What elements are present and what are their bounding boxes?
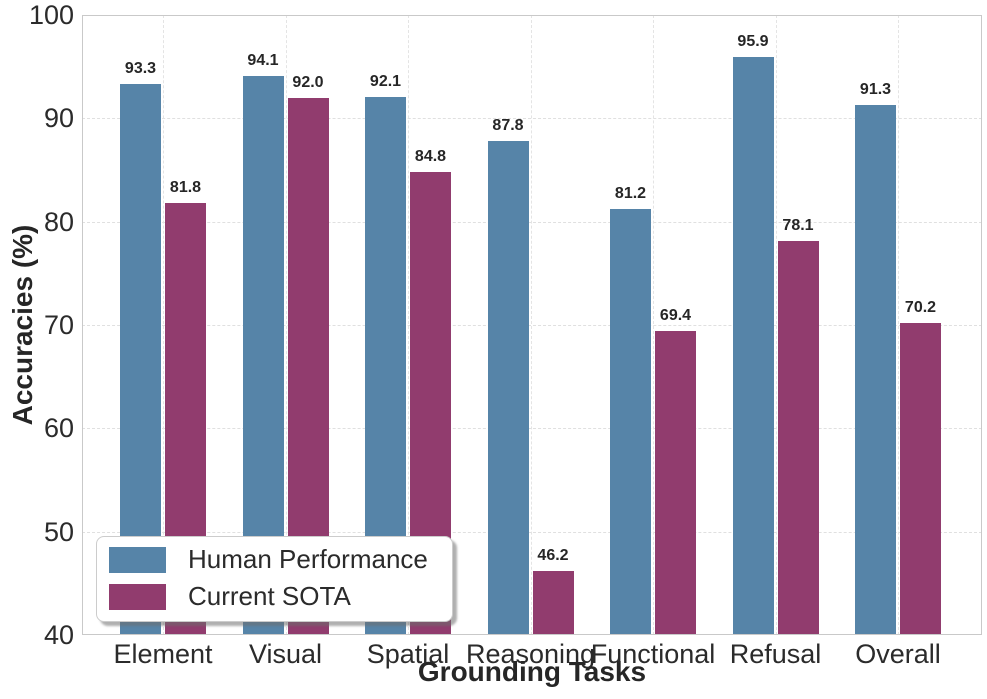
gridline-y-50 <box>82 531 982 533</box>
value-label-current-sota-overall: 70.2 <box>904 298 937 316</box>
value-label-human-performance-functional: 81.2 <box>614 185 647 203</box>
x-tick-overall: Overall <box>855 639 941 669</box>
x-tick-element: Element <box>113 639 213 669</box>
x-tick-functional: Functional <box>590 639 716 669</box>
y-tick-90: 90 <box>43 103 74 134</box>
legend-label-human-performance: Human Performance <box>188 544 428 574</box>
value-label-current-sota-spatial: 84.8 <box>414 148 447 166</box>
x-tick-reasoning: Reasoning <box>465 639 596 669</box>
y-tick-40: 40 <box>43 620 74 650</box>
gridline-x-overall <box>898 15 899 635</box>
legend-label-current-sota: Current SOTA <box>188 581 351 611</box>
gridline-x-spatial <box>408 15 409 635</box>
value-label-current-sota-visual: 92.0 <box>292 73 324 91</box>
bar-current-sota-functional <box>655 331 696 635</box>
gridline-y-70 <box>82 325 982 326</box>
gridline-x-refusal <box>775 15 777 635</box>
bar-human-performance-reasoning <box>487 141 529 635</box>
legend-swatch-icon-human-performance <box>109 546 166 573</box>
legend-swatch-icon-current-sota <box>109 583 166 610</box>
gridline-x-element <box>163 15 164 635</box>
bar-human-performance-overall <box>855 104 896 635</box>
legend: Human Performance Current SOTA <box>96 536 453 622</box>
y-tick-80: 80 <box>43 206 74 237</box>
gridline-y-100 <box>82 15 982 16</box>
gridline-y-60 <box>82 428 982 430</box>
value-label-human-performance-visual: 94.1 <box>247 51 279 69</box>
value-label-current-sota-reasoning: 46.2 <box>537 546 569 564</box>
value-label-current-sota-functional: 69.4 <box>659 307 692 325</box>
gridline-x-functional <box>653 15 654 635</box>
legend-item-human-performance: Human Performance <box>109 541 452 578</box>
y-tick-50: 50 <box>43 516 74 547</box>
y-tick-70: 70 <box>43 310 74 340</box>
value-label-current-sota-element: 81.8 <box>169 179 202 197</box>
value-label-human-performance-overall: 91.3 <box>859 80 892 98</box>
x-tick-visual: Visual <box>248 639 323 669</box>
value-label-human-performance-spatial: 92.1 <box>369 72 402 90</box>
value-label-human-performance-reasoning: 87.8 <box>492 117 524 135</box>
bar-current-sota-refusal <box>777 241 819 635</box>
gridline-x-reasoning <box>530 15 532 635</box>
legend-item-current-sota: Current SOTA <box>109 578 452 615</box>
value-label-current-sota-refusal: 78.1 <box>782 217 814 235</box>
gridline-x-visual <box>285 15 287 635</box>
gridline-y-80 <box>82 221 982 223</box>
bar-current-sota-reasoning <box>532 570 574 635</box>
value-label-human-performance-refusal: 95.9 <box>737 33 769 51</box>
gridline-y-90 <box>82 118 982 120</box>
bar-human-performance-functional <box>610 209 651 635</box>
x-tick-spatial: Spatial <box>366 639 450 669</box>
bar-human-performance-refusal <box>732 57 774 635</box>
x-axis-title: Grounding Tasks <box>417 656 647 687</box>
bar-current-sota-overall <box>900 322 941 635</box>
x-tick-refusal: Refusal <box>729 639 822 669</box>
value-label-human-performance-element: 93.3 <box>124 60 157 78</box>
y-tick-60: 60 <box>43 413 74 444</box>
y-tick-100: 100 <box>28 0 74 30</box>
